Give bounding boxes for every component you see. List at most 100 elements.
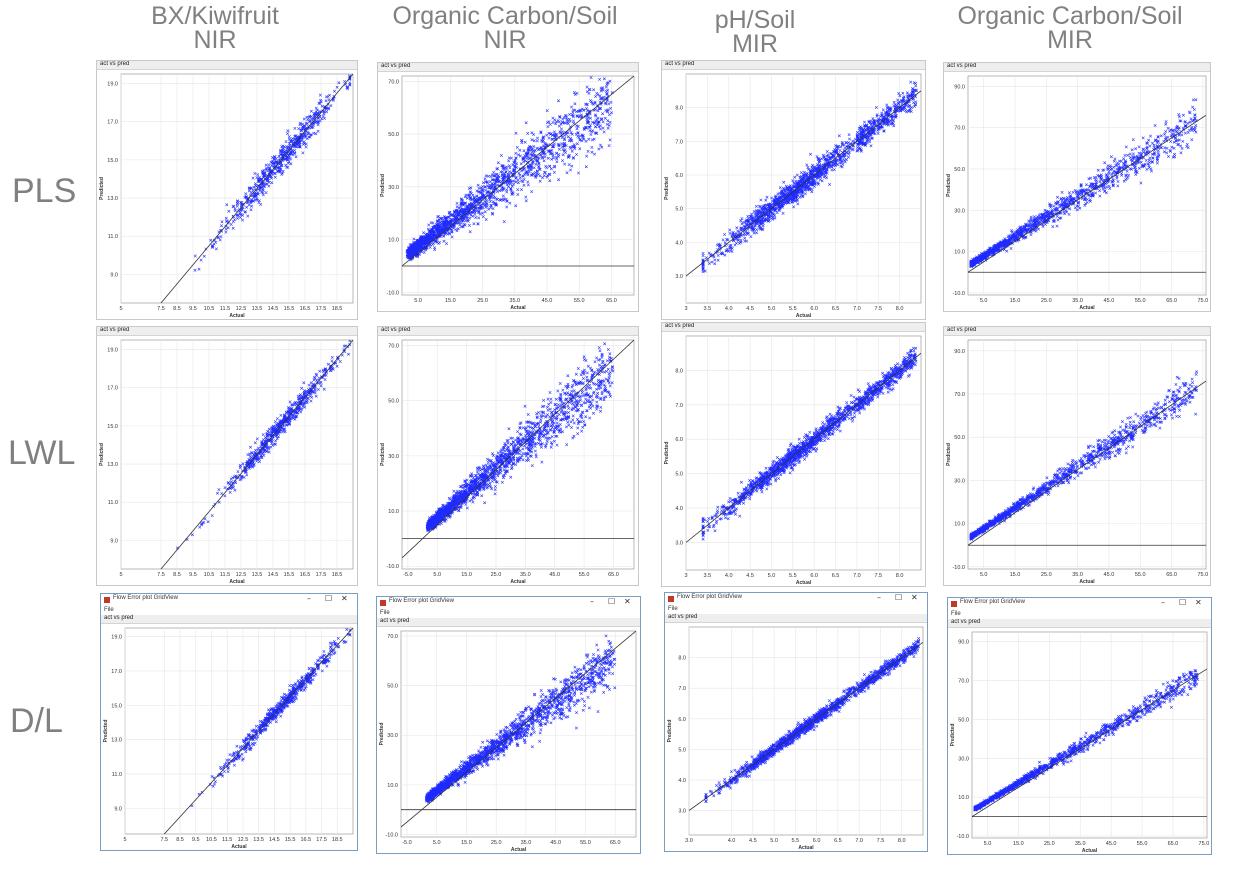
scatter-point [231,226,235,230]
scatter-point [856,135,859,139]
scatter-point [875,119,879,123]
scatter-point [1103,190,1107,193]
scatter-point [431,228,435,232]
scatter-point [474,216,478,219]
scatter-point [537,156,541,160]
scatter-point [475,209,479,213]
scatter-point [881,122,885,126]
scatter-point [214,247,218,251]
scatter-point [750,217,754,221]
y-tick-label: 90.0 [954,84,965,90]
scatter-point [262,184,266,188]
y-tick-label: 15.0 [107,158,118,164]
scatter-point [346,87,350,91]
scatter-point [885,121,889,125]
column-title-line2: NIR [483,26,527,54]
scatter-point [898,94,902,98]
scatter-point [534,162,538,166]
scatter-point [715,243,719,247]
scatter-point [757,215,760,219]
scatter-point [794,192,798,196]
scatter-point [728,231,732,235]
scatter-point [906,97,910,100]
scatter-point [280,164,284,168]
scatter-point [433,234,437,238]
scatter-point [1118,159,1121,163]
scatter-point [247,189,251,193]
scatter-point [329,104,333,108]
scatter-point [579,109,583,113]
scatter-point [561,159,564,163]
scatter-point [309,109,313,113]
scatter-point [556,119,560,123]
scatter-point [889,106,893,110]
scatter-point [510,179,514,183]
scatter-point [600,96,604,100]
scatter-point [886,123,890,127]
scatter-point [855,146,859,149]
scatter-point [795,173,799,177]
scatter-point [456,213,460,217]
scatter-point [482,181,485,185]
scatter-point [811,180,815,184]
scatter-point [281,169,285,173]
scatter-point [478,197,482,201]
scatter-point [776,192,780,196]
scatter-point [479,203,483,207]
scatter-point [1024,235,1028,239]
scatter-point [487,186,491,190]
scatter-point [259,202,263,206]
x-tick-label: 8.5 [173,306,181,312]
scatter-point [516,178,520,182]
scatter-point [789,197,793,201]
scatter-point [530,167,533,171]
scatter-point [294,137,298,141]
scatter-point [504,170,508,174]
scatter-point [597,147,601,151]
scatter-point [486,181,489,185]
scatter-point [861,130,865,134]
scatter-point [1153,124,1157,127]
scatter-point [233,218,237,222]
scatter-point [527,156,531,160]
y-tick-label: 50.0 [954,167,965,173]
scatter-point [469,197,472,200]
scatter-point [327,106,331,110]
scatter-point [249,201,253,205]
scatter-point [474,207,478,211]
scatter-point [450,235,454,239]
scatter-point [268,168,272,172]
scatter-point [595,132,599,135]
scatter-point [786,194,790,198]
scatter-point [492,170,496,174]
scatter-point [584,165,588,169]
scatter-point [1156,149,1160,153]
scatter-point [414,246,418,250]
scatter-point [590,150,594,154]
scatter-point [568,113,572,116]
scatter-point [239,201,243,204]
scatter-point [197,267,201,271]
x-tick-label: 3 [684,306,687,312]
scatter-point [249,186,253,190]
scatter-point [263,185,267,189]
scatter-point [825,150,829,153]
scatter-point [448,210,452,214]
scatter-point [900,106,904,110]
scatter-point [465,206,469,210]
scatter-point [525,170,529,174]
scatter-point [476,183,480,187]
scatter-point [764,207,768,211]
scatter-point [224,230,228,234]
scatter-point [464,193,468,197]
scatter-point [306,130,310,134]
scatter-point [476,199,480,203]
scatter-point [740,222,744,226]
scatter-point [575,127,579,131]
scatter-point [578,147,582,151]
scatter-point [526,160,530,164]
scatter-point [226,226,230,230]
scatter-point [462,203,465,207]
x-tick-label: 6.5 [832,306,840,312]
scatter-point [561,145,564,149]
